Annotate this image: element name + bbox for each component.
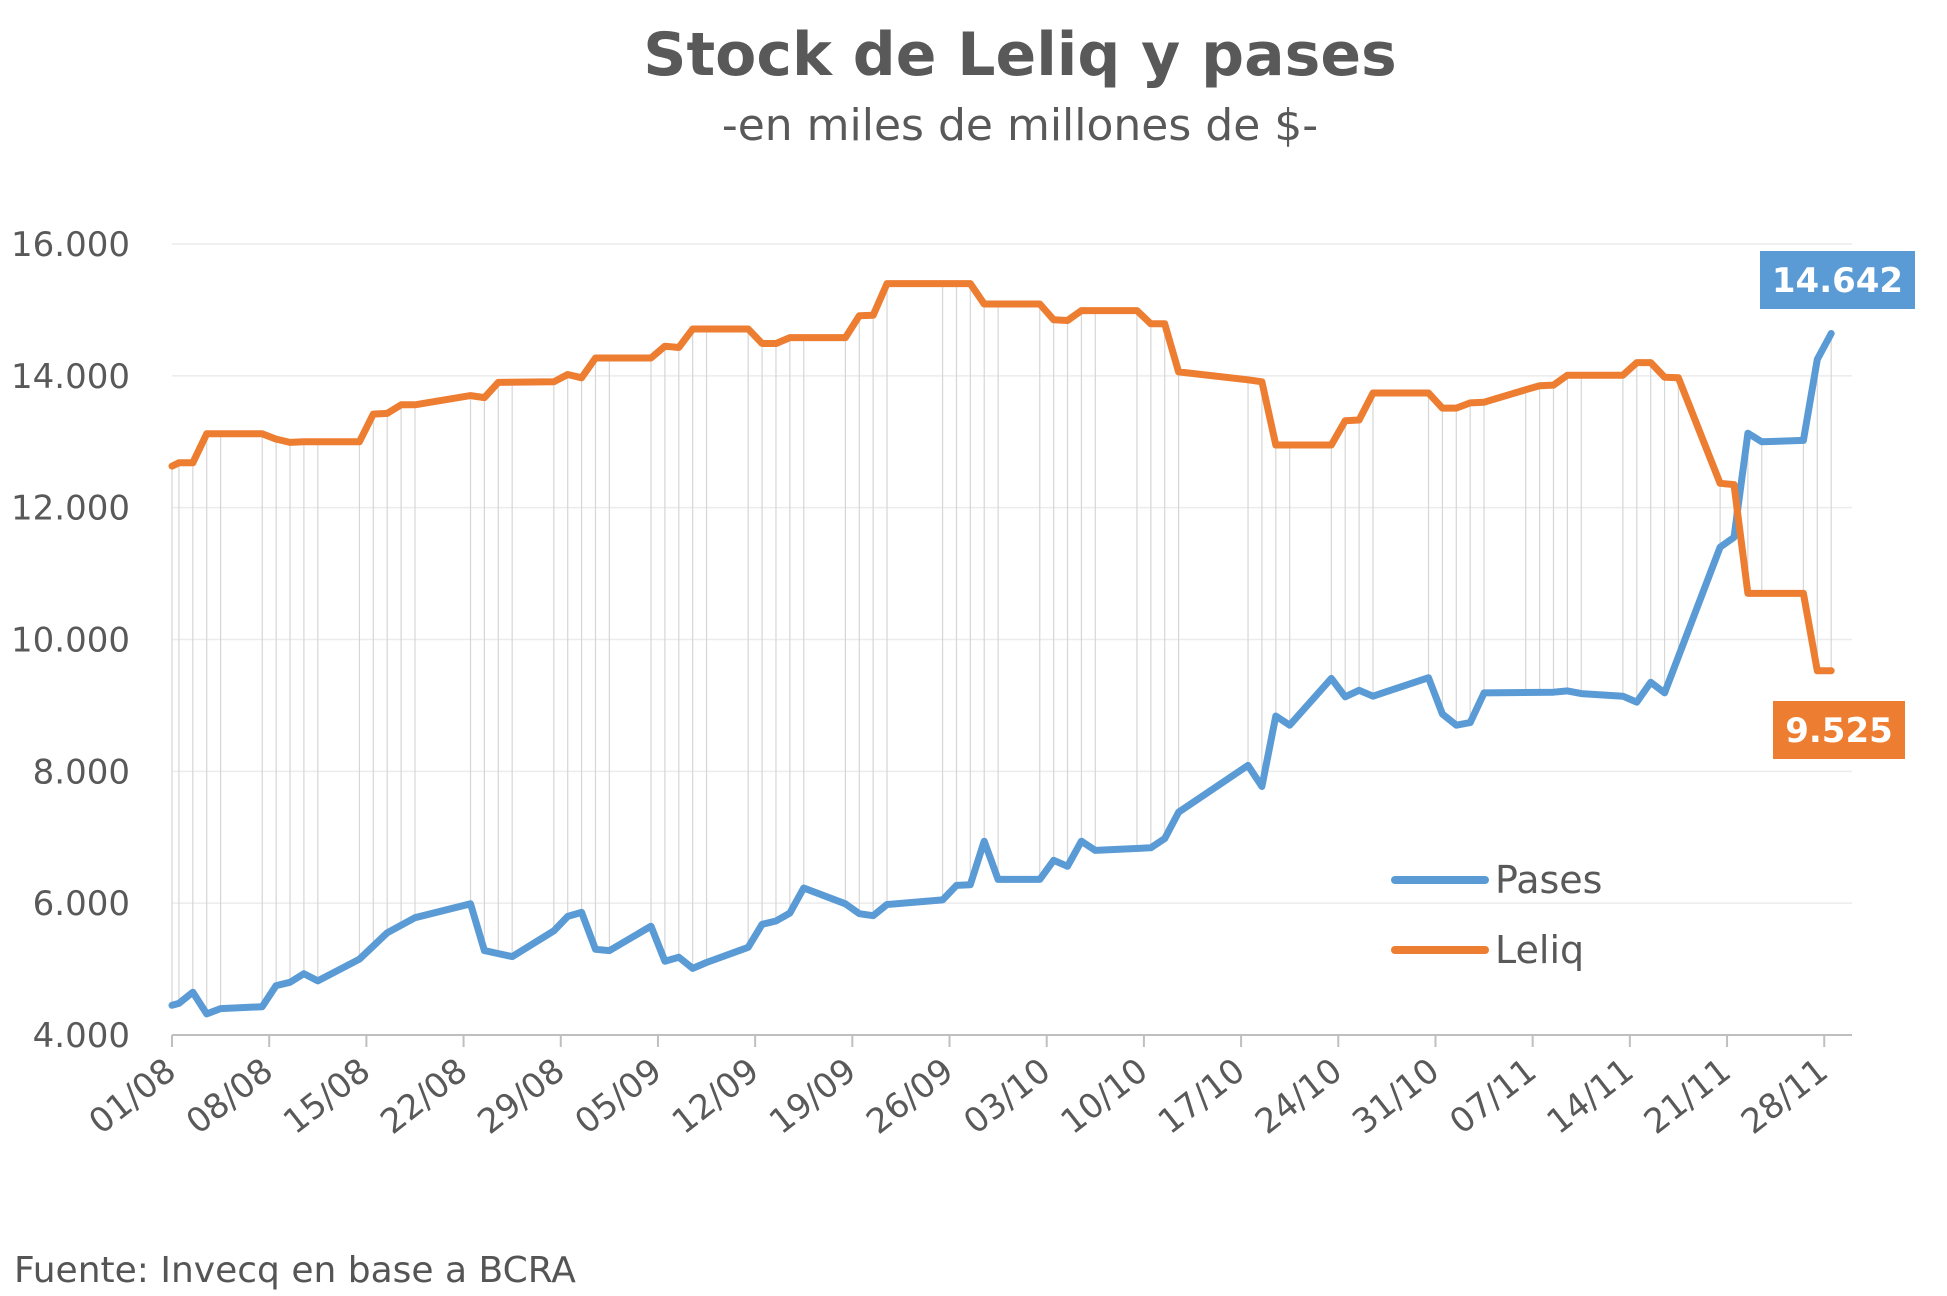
legend-label-pases: Pases bbox=[1495, 858, 1602, 902]
x-tick-label: 21/11 bbox=[1637, 1051, 1739, 1143]
y-tick-label: 4.000 bbox=[33, 1016, 130, 1056]
x-tick-label: 05/09 bbox=[568, 1051, 670, 1143]
y-tick-label: 6.000 bbox=[33, 884, 130, 924]
x-tick-label: 01/08 bbox=[82, 1051, 184, 1143]
chart-subtitle: -en miles de millones de $- bbox=[721, 100, 1319, 151]
x-tick-label: 07/11 bbox=[1442, 1051, 1544, 1143]
x-tick-label: 12/09 bbox=[665, 1051, 767, 1143]
x-tick-label: 14/11 bbox=[1540, 1051, 1642, 1143]
x-tick-label: 10/10 bbox=[1054, 1051, 1156, 1143]
end-label-box-pases bbox=[1760, 251, 1915, 309]
x-axis: 01/0808/0815/0822/0829/0805/0912/0919/09… bbox=[82, 1034, 1852, 1143]
series-line-pases bbox=[168, 330, 1835, 1018]
y-axis: 16.000 14.000 12.000 10.000 8.000 6.000 4.000 bbox=[11, 225, 130, 1056]
x-tick-label: 29/08 bbox=[470, 1051, 572, 1143]
x-tick-label: 26/09 bbox=[859, 1051, 961, 1143]
end-label-leliq: 9.525 bbox=[1785, 711, 1893, 751]
x-tick-label: 28/11 bbox=[1734, 1051, 1836, 1143]
x-tick-label: 19/09 bbox=[762, 1051, 864, 1143]
x-tick-label: 15/08 bbox=[276, 1051, 378, 1143]
chart-title: Stock de Leliq y pases bbox=[643, 20, 1397, 90]
y-tick-label: 12.000 bbox=[11, 489, 130, 529]
x-tick-label: 17/10 bbox=[1151, 1051, 1253, 1143]
x-tick-label: 22/08 bbox=[373, 1051, 475, 1143]
y-tick-label: 8.000 bbox=[33, 752, 130, 792]
x-tick-label: 24/10 bbox=[1248, 1051, 1350, 1143]
x-tick-label: 31/10 bbox=[1345, 1051, 1447, 1143]
end-label-pases: 14.642 bbox=[1772, 261, 1903, 301]
end-labels: 14.642 9.525 bbox=[1760, 251, 1915, 759]
legend: Pases Leliq bbox=[1391, 858, 1602, 972]
series-lines bbox=[168, 280, 1835, 1018]
legend-label-leliq: Leliq bbox=[1495, 928, 1584, 972]
source-note: Fuente: Invecq en base a BCRA bbox=[14, 1250, 576, 1291]
y-tick-label: 16.000 bbox=[11, 225, 130, 265]
y-tick-label: 14.000 bbox=[11, 357, 130, 397]
x-tick-label: 03/10 bbox=[956, 1051, 1058, 1143]
series-line-leliq bbox=[168, 280, 1835, 675]
x-tick-label: 08/08 bbox=[179, 1051, 281, 1143]
y-tick-label: 10.000 bbox=[11, 621, 130, 661]
connector-lines bbox=[171, 283, 1832, 1014]
end-label-box-leliq bbox=[1773, 701, 1905, 759]
gridlines bbox=[172, 243, 1852, 904]
